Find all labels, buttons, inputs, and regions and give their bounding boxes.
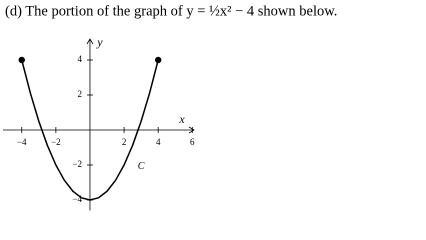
y-axis-arrow xyxy=(86,38,94,45)
page: (d) The portion of the graph of y = ½x² … xyxy=(3,3,338,211)
y-tick-label: 2 xyxy=(77,89,82,99)
y-tick-label: 4 xyxy=(77,54,82,64)
x-tick-label: −2 xyxy=(51,137,61,147)
y-tick-label: −4 xyxy=(72,194,82,204)
endpoint xyxy=(18,56,25,64)
x-axis-arrow xyxy=(188,126,195,134)
figure: (d) The portion of the graph of y = ½x² … xyxy=(3,3,337,211)
x-tick-label: 2 xyxy=(122,137,127,147)
x-axis-label: x xyxy=(178,112,185,126)
y-axis-label: y xyxy=(96,35,103,49)
x-tick-label: 6 xyxy=(190,137,195,147)
curve xyxy=(21,59,159,201)
x-tick-label: 4 xyxy=(156,137,161,147)
problem-text: (d) The portion of the graph of y = ½x² … xyxy=(5,3,337,19)
curve-label: C xyxy=(138,161,145,172)
x-tick-label: −4 xyxy=(17,137,27,147)
y-tick-label: −2 xyxy=(72,159,82,169)
endpoint xyxy=(154,56,162,64)
